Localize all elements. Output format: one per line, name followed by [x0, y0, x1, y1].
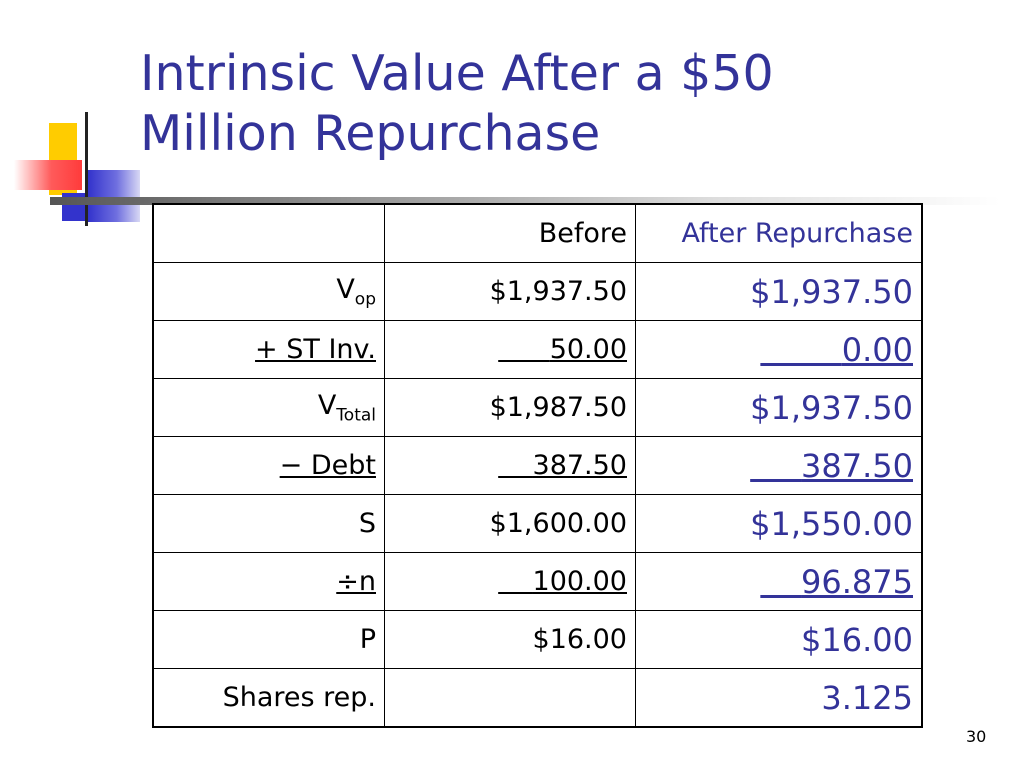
value-text: 96.875 — [801, 562, 913, 601]
row-label: S — [152, 494, 385, 553]
before-value — [384, 668, 636, 728]
after-value: $1,937.50 — [635, 378, 923, 437]
table-row-st-inv: + ST Inv. 50.00 0.00 — [152, 320, 923, 379]
underlined-value: 96.875 — [760, 563, 913, 601]
label-text: + ST Inv. — [255, 334, 376, 365]
header-before: Before — [384, 203, 636, 263]
underlined-value: 100.00 — [498, 566, 627, 597]
row-label: + ST Inv. — [152, 320, 385, 379]
slide-title-line-2: Million Repurchase — [140, 105, 601, 162]
value-text: 387.50 — [532, 450, 627, 481]
label-main: V — [336, 273, 355, 305]
slide-title: Intrinsic Value After a $50 Million Repu… — [140, 44, 1000, 164]
decor-red-bar — [14, 160, 82, 190]
table-row-s: S $1,600.00 $1,550.00 — [152, 494, 923, 553]
table-row-shares-rep: Shares rep. 3.125 — [152, 668, 923, 728]
value-pad — [750, 447, 801, 485]
before-value: 50.00 — [384, 320, 636, 379]
underlined-value: 50.00 — [498, 334, 627, 365]
header-after-repurchase: After Repurchase — [635, 203, 923, 263]
label-text: ÷n — [336, 566, 376, 597]
row-label: Vop — [152, 262, 385, 321]
value-pad — [760, 563, 801, 601]
value-pad — [760, 331, 841, 369]
label-subscript: Total — [336, 405, 376, 426]
table-row-debt: − Debt 387.50 387.50 — [152, 436, 923, 495]
value-pad — [498, 450, 532, 481]
row-label: VTotal — [152, 378, 385, 437]
value-pad — [498, 334, 550, 365]
before-value: $1,600.00 — [384, 494, 636, 553]
after-value: 387.50 — [635, 436, 923, 495]
page-number: 30 — [966, 727, 987, 746]
after-value: 0.00 — [635, 320, 923, 379]
before-value: $1,987.50 — [384, 378, 636, 437]
table-header-row: Before After Repurchase — [152, 203, 923, 263]
value-text: 387.50 — [801, 446, 913, 485]
row-label: − Debt — [152, 436, 385, 495]
header-label-cell — [152, 203, 385, 263]
after-value: $16.00 — [635, 610, 923, 669]
underlined-value: 0.00 — [760, 331, 913, 369]
table-row-v-total: VTotal $1,987.50 $1,937.50 — [152, 378, 923, 437]
value-pad — [498, 566, 532, 597]
row-label: P — [152, 610, 385, 669]
title-underline-rule — [50, 197, 1000, 205]
table-row-p: P $16.00 $16.00 — [152, 610, 923, 669]
after-value: 3.125 — [635, 668, 923, 728]
table-row-v-op: Vop $1,937.50 $1,937.50 — [152, 262, 923, 321]
before-value: 387.50 — [384, 436, 636, 495]
underlined-value: 387.50 — [750, 447, 913, 485]
underlined-value: 387.50 — [498, 450, 627, 481]
label-main: V — [317, 389, 337, 421]
after-value: $1,937.50 — [635, 262, 923, 321]
label-text: − Debt — [279, 450, 376, 481]
after-value: $1,550.00 — [635, 494, 923, 553]
row-label: ÷n — [152, 552, 385, 611]
slide-title-line-1: Intrinsic Value After a $50 — [140, 45, 774, 102]
before-value: $16.00 — [384, 610, 636, 669]
table-row-n: ÷n 100.00 96.875 — [152, 552, 923, 611]
valuation-table: Before After Repurchase Vop $1,937.50 $1… — [152, 203, 923, 728]
label-subscript: op — [354, 289, 376, 310]
value-text: 0.00 — [841, 330, 913, 369]
before-value: $1,937.50 — [384, 262, 636, 321]
value-text: 50.00 — [549, 334, 627, 365]
before-value: 100.00 — [384, 552, 636, 611]
decor-blue-square — [88, 170, 140, 222]
after-value: 96.875 — [635, 552, 923, 611]
decor-vertical-line — [85, 112, 88, 226]
value-text: 100.00 — [532, 566, 627, 597]
row-label: Shares rep. — [152, 668, 385, 728]
